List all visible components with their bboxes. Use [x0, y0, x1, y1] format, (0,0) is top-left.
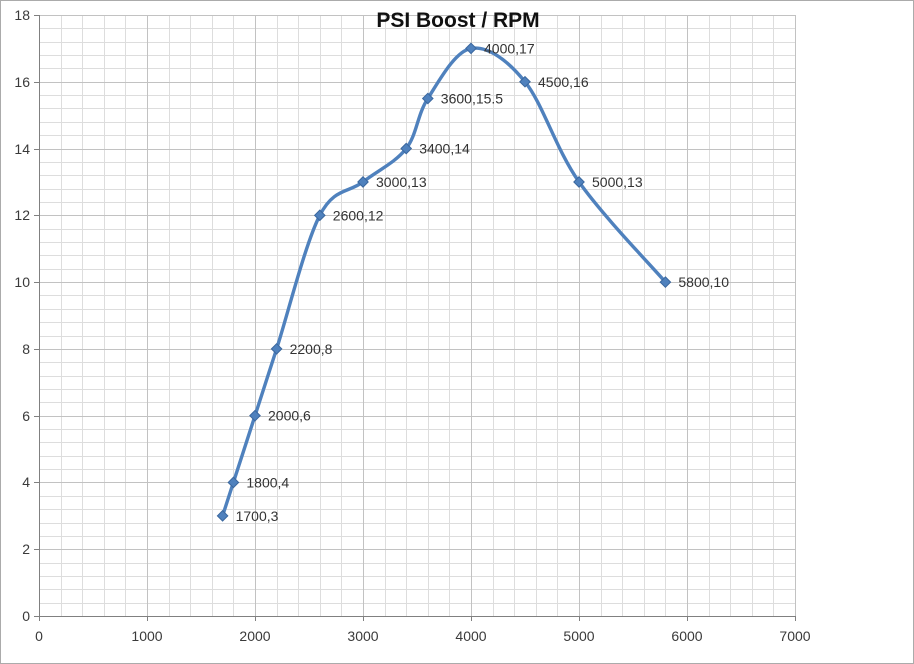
data-point-label: 4500,16 — [538, 74, 589, 90]
y-axis-tick-label: 16 — [14, 74, 30, 90]
data-point-marker — [465, 42, 477, 55]
data-point-marker — [421, 92, 434, 105]
y-axis-tick-label: 14 — [14, 141, 30, 157]
data-point-label: 1700,3 — [236, 508, 279, 524]
x-axis-tick-label: 1000 — [131, 628, 162, 644]
data-point-label: 3000,13 — [376, 174, 427, 190]
data-point-marker — [227, 476, 240, 489]
y-axis-tick-label: 4 — [22, 474, 30, 490]
x-axis-tick-label: 2000 — [239, 628, 270, 644]
data-point-marker — [313, 209, 326, 222]
x-axis-tick-label: 5000 — [563, 628, 594, 644]
data-point-label: 3600,15.5 — [441, 91, 503, 107]
y-axis-tick-label: 12 — [14, 207, 30, 223]
x-axis-tick-label: 0 — [35, 628, 43, 644]
y-axis-tick-label: 0 — [22, 608, 30, 624]
data-point-label: 3400,14 — [419, 141, 470, 157]
data-point-label: 1800,4 — [246, 474, 289, 490]
data-point-marker — [400, 142, 413, 155]
y-axis-tick-label: 18 — [14, 7, 30, 23]
data-point-marker — [357, 176, 369, 188]
y-axis-tick-label: 8 — [22, 341, 30, 357]
data-point-label: 2200,8 — [290, 341, 333, 357]
data-point-marker — [249, 409, 261, 422]
x-axis-tick-label: 4000 — [455, 628, 486, 644]
data-point-marker — [216, 509, 229, 522]
data-point-marker — [270, 342, 283, 355]
data-point-label: 2000,6 — [268, 408, 311, 424]
data-point-label: 2600,12 — [333, 207, 384, 223]
y-axis-tick-label: 10 — [14, 274, 30, 290]
data-point-label: 4000,17 — [484, 40, 535, 56]
x-axis-tick-label: 3000 — [347, 628, 378, 644]
data-point-marker — [659, 276, 672, 289]
y-axis-tick-label: 6 — [22, 408, 30, 424]
data-point-marker — [573, 176, 585, 188]
x-axis-tick-label: 6000 — [671, 628, 702, 644]
data-point-label: 5000,13 — [592, 174, 643, 190]
data-point-label: 5800,10 — [678, 274, 729, 290]
series-line — [220, 46, 668, 518]
y-axis-tick-label: 2 — [22, 541, 30, 557]
x-axis-tick-label: 7000 — [779, 628, 810, 644]
data-point-marker — [519, 75, 531, 88]
